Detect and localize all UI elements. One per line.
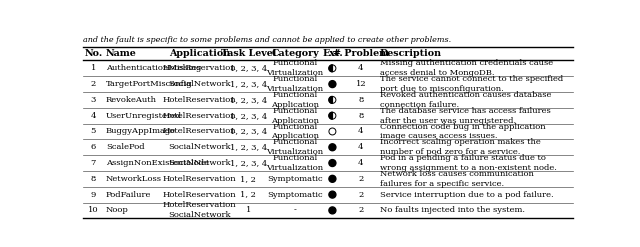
Text: Service interruption due to a pod failure.: Service interruption due to a pod failur… — [380, 191, 554, 199]
Text: HotelReservation
SocialNetwork: HotelReservation SocialNetwork — [163, 202, 236, 219]
Text: SocialNetwork: SocialNetwork — [168, 159, 231, 167]
Circle shape — [329, 112, 336, 119]
Text: 1, 2, 3, 4: 1, 2, 3, 4 — [230, 80, 267, 88]
Text: 2: 2 — [91, 80, 96, 88]
Text: 1, 2, 3, 4: 1, 2, 3, 4 — [230, 159, 267, 167]
Text: The service cannot connect to the specified
port due to misconfiguration.: The service cannot connect to the specif… — [380, 75, 563, 93]
Text: PodFailure: PodFailure — [106, 191, 152, 199]
Circle shape — [329, 191, 336, 198]
Circle shape — [329, 81, 336, 88]
Text: 2: 2 — [358, 191, 364, 199]
Polygon shape — [329, 112, 332, 119]
Text: 2: 2 — [358, 206, 364, 214]
Text: Missing authentication credentials cause
access denial to MongoDB.: Missing authentication credentials cause… — [380, 60, 553, 77]
Text: No faults injected into the system.: No faults injected into the system. — [380, 206, 525, 214]
Text: Network loss causes communication
failures for a specific service.: Network loss causes communication failur… — [380, 170, 534, 188]
Text: 4: 4 — [91, 112, 96, 120]
Text: 8: 8 — [358, 96, 364, 104]
Text: 1, 2: 1, 2 — [241, 191, 257, 199]
Text: and the fault is specific to some problems and cannot be applied to create other: and the fault is specific to some proble… — [83, 36, 451, 44]
Text: 4: 4 — [358, 143, 364, 151]
Text: 1, 2, 3, 4: 1, 2, 3, 4 — [230, 143, 267, 151]
Text: 5: 5 — [91, 127, 96, 135]
Text: 1: 1 — [246, 206, 251, 214]
Text: 1: 1 — [91, 64, 96, 72]
Text: BuggyAppImage: BuggyAppImage — [106, 127, 176, 135]
Text: Functional
Application: Functional Application — [271, 107, 319, 124]
Text: 12: 12 — [355, 80, 366, 88]
Text: HotelReservation: HotelReservation — [163, 96, 236, 104]
Text: 9: 9 — [91, 191, 96, 199]
Text: ScalePod: ScalePod — [106, 143, 145, 151]
Circle shape — [329, 207, 336, 214]
Text: 2: 2 — [358, 175, 364, 183]
Text: Incorrect scaling operation makes the
number of pod zero for a service.: Incorrect scaling operation makes the nu… — [380, 138, 541, 156]
Text: UserUnregistered: UserUnregistered — [106, 112, 182, 120]
Text: -: - — [294, 206, 296, 214]
Text: Description: Description — [380, 49, 442, 58]
Text: Ext.: Ext. — [322, 49, 343, 58]
Text: 1, 2: 1, 2 — [241, 175, 257, 183]
Text: Functional
Virtualization: Functional Virtualization — [266, 75, 323, 93]
Text: Pod in a pending a failure status due to
wrong assignment to a non-existent node: Pod in a pending a failure status due to… — [380, 154, 557, 172]
Text: Symptomatic: Symptomatic — [267, 191, 323, 199]
Text: AssignNonExistentNode: AssignNonExistentNode — [106, 159, 209, 167]
Text: 4: 4 — [358, 64, 364, 72]
Circle shape — [329, 144, 336, 151]
Text: NetworkLoss: NetworkLoss — [106, 175, 162, 183]
Text: No.: No. — [84, 49, 102, 58]
Text: HotelReservation: HotelReservation — [163, 64, 236, 72]
Text: TargetPortMisconfig: TargetPortMisconfig — [106, 80, 193, 88]
Text: # Problem: # Problem — [333, 49, 389, 58]
Text: 4: 4 — [358, 127, 364, 135]
Text: 1, 2, 3, 4: 1, 2, 3, 4 — [230, 96, 267, 104]
Text: Functional
Application: Functional Application — [271, 123, 319, 140]
Text: SocialNetwork: SocialNetwork — [168, 143, 231, 151]
Polygon shape — [329, 65, 332, 72]
Text: Connection code bug in the application
image causes access issues.: Connection code bug in the application i… — [380, 123, 545, 140]
Text: HotelReservation: HotelReservation — [163, 112, 236, 120]
Text: AuthenticationMissing: AuthenticationMissing — [106, 64, 202, 72]
Text: Category: Category — [271, 49, 319, 58]
Text: SocialNetwork: SocialNetwork — [168, 80, 231, 88]
Circle shape — [329, 160, 336, 166]
Text: 7: 7 — [91, 159, 96, 167]
Text: 6: 6 — [91, 143, 96, 151]
Text: 4: 4 — [358, 159, 364, 167]
Text: Functional
Virtualization: Functional Virtualization — [266, 154, 323, 172]
Text: RevokeAuth: RevokeAuth — [106, 96, 157, 104]
Text: HotelReservation: HotelReservation — [163, 191, 236, 199]
Text: 8: 8 — [91, 175, 96, 183]
Text: 1, 2, 3, 4: 1, 2, 3, 4 — [230, 127, 267, 135]
Text: Application: Application — [169, 49, 230, 58]
Text: 1, 2, 3, 4: 1, 2, 3, 4 — [230, 64, 267, 72]
Circle shape — [329, 65, 336, 72]
Text: The database service has access failures
after the user was unregistered.: The database service has access failures… — [380, 107, 550, 124]
Text: HotelReservation: HotelReservation — [163, 127, 236, 135]
Text: 3: 3 — [91, 96, 96, 104]
Text: Functional
Virtualization: Functional Virtualization — [266, 138, 323, 156]
Text: 8: 8 — [358, 112, 364, 120]
Text: 1, 2, 3, 4: 1, 2, 3, 4 — [230, 112, 267, 120]
Text: Symptomatic: Symptomatic — [267, 175, 323, 183]
Polygon shape — [329, 96, 332, 103]
Circle shape — [329, 175, 336, 182]
Circle shape — [329, 96, 336, 103]
Text: Functional
Virtualization: Functional Virtualization — [266, 60, 323, 77]
Text: 10: 10 — [88, 206, 99, 214]
Text: Functional
Application: Functional Application — [271, 91, 319, 109]
Text: Name: Name — [106, 49, 137, 58]
Text: Noop: Noop — [106, 206, 129, 214]
Text: Task Level: Task Level — [221, 49, 276, 58]
Text: Revoked authentication causes database
connection failure.: Revoked authentication causes database c… — [380, 91, 551, 109]
Text: HotelReservation: HotelReservation — [163, 175, 236, 183]
